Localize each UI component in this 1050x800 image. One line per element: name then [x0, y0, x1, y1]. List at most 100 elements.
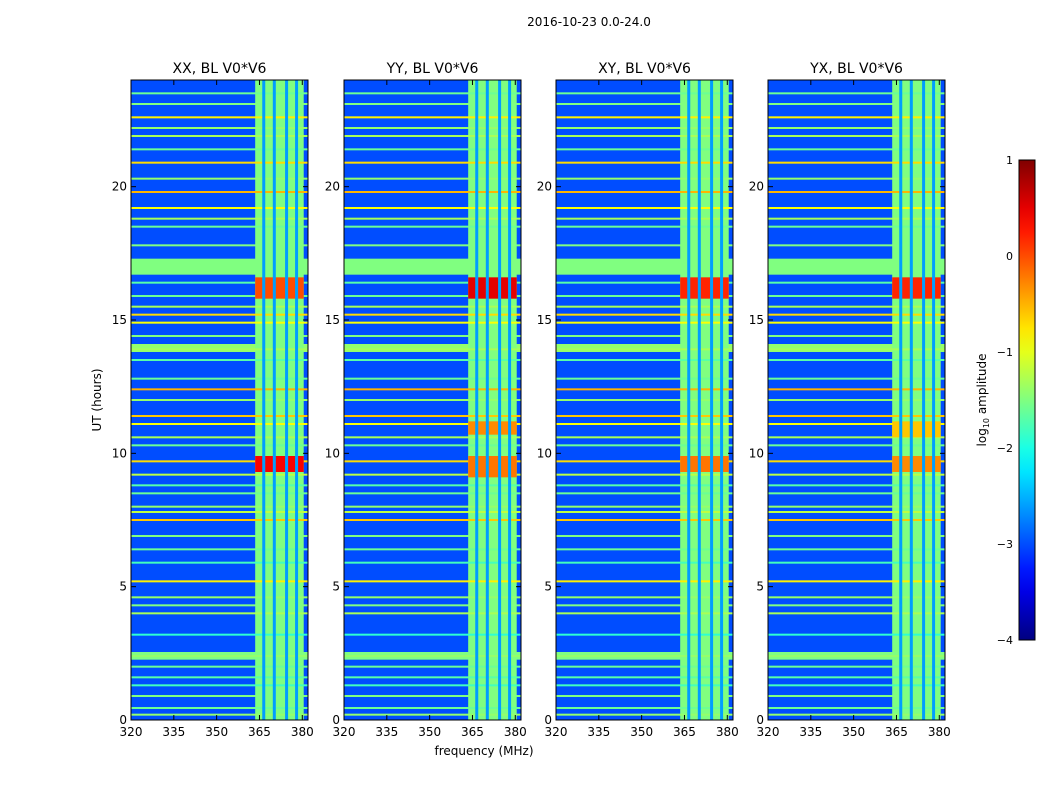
rfi-line: [556, 321, 733, 324]
rfi-wide-band: [131, 344, 308, 352]
x-tick-label: 320: [120, 725, 143, 739]
rfi-line: [768, 217, 945, 220]
rfi-line: [556, 127, 733, 129]
rfi-line: [131, 415, 308, 417]
rfi-line: [556, 535, 733, 537]
y-tick-label: 20: [112, 180, 127, 194]
rfi-line: [556, 695, 733, 697]
rfi-line: [768, 335, 945, 337]
panel: YX, BL V0*V6 320 335 350 365 380 0 5 10 15 20: [749, 61, 951, 739]
rfi-line: [768, 460, 945, 463]
y-tick-label: 20: [325, 180, 340, 194]
panel-title: XX, BL V0*V6: [173, 61, 267, 77]
rfi-line: [768, 148, 945, 151]
rfi-line: [556, 313, 733, 316]
panel-title: XY, BL V0*V6: [598, 61, 691, 77]
rfi-line: [768, 684, 945, 687]
rfi-line: [768, 604, 945, 607]
band-gap: [909, 80, 913, 720]
rfi-line: [344, 116, 521, 119]
x-tick-label: 320: [333, 725, 356, 739]
rfi-line: [556, 116, 733, 119]
rfi-line: [556, 348, 733, 351]
rfi-wide-band: [344, 344, 521, 352]
rfi-line: [768, 713, 945, 716]
y-tick-label: 20: [749, 180, 764, 194]
rfi-line: [768, 244, 945, 247]
band-gap: [720, 80, 724, 720]
band-gap: [262, 80, 266, 720]
rfi-line: [768, 103, 945, 105]
rfi-line: [344, 281, 521, 284]
colorbar-label: log10 amplitude: [975, 354, 991, 447]
rfi-line: [344, 388, 521, 391]
x-tick-label: 380: [504, 725, 527, 739]
rfi-line: [344, 436, 521, 439]
rfi-line: [131, 92, 308, 95]
rfi-line: [768, 127, 945, 129]
rfi-line: [131, 596, 308, 599]
rfi-line: [344, 548, 521, 551]
rfi-line: [344, 652, 521, 655]
rfi-line: [131, 548, 308, 551]
band-gap: [899, 80, 903, 720]
rfi-line: [131, 707, 308, 709]
rfi-line: [344, 612, 521, 615]
rfi-line: [768, 295, 945, 297]
y-tick-label: 10: [325, 446, 340, 460]
rfi-line: [344, 348, 521, 351]
rfi-line: [556, 596, 733, 599]
rfi-line: [344, 444, 521, 447]
rfi-line: [344, 313, 521, 316]
x-tick-label: 350: [205, 725, 228, 739]
rfi-line: [768, 612, 945, 615]
rfi-line: [131, 676, 308, 679]
rfi-line: [344, 492, 521, 495]
colorbar: 1 0 −1 −2 −3 −4 log10 amplitude: [975, 154, 1036, 647]
rfi-line: [768, 652, 945, 655]
rfi-line: [344, 217, 521, 220]
rfi-line: [131, 335, 308, 337]
y-tick-label: 15: [749, 313, 764, 327]
x-tick-label: 365: [461, 725, 484, 739]
rfi-line: [344, 604, 521, 607]
band-gap: [687, 80, 691, 720]
rfi-line: [344, 655, 521, 657]
rfi-line: [556, 335, 733, 337]
rfi-line: [344, 561, 521, 564]
rfi-line: [768, 177, 945, 180]
rfi-line: [768, 415, 945, 417]
rfi-line: [556, 415, 733, 417]
panel-frame: [343, 79, 522, 721]
rfi-line: [344, 511, 521, 513]
rfi-line: [556, 657, 733, 660]
rfi-line: [768, 423, 945, 425]
rfi-line: [768, 580, 945, 583]
panel-title: YX, BL V0*V6: [809, 61, 903, 77]
y-axis-label: UT (hours): [90, 368, 104, 431]
y-tick-label: 0: [756, 713, 764, 727]
rfi-line: [768, 505, 945, 508]
rfi-line: [556, 655, 733, 657]
rfi-line: [768, 388, 945, 391]
x-tick-label: 320: [545, 725, 568, 739]
x-tick-label: 320: [757, 725, 780, 739]
rfi-line: [131, 161, 308, 164]
band-peak: [892, 277, 941, 299]
rfi-line: [344, 484, 521, 487]
band-gap: [922, 80, 926, 720]
band-gap: [295, 80, 299, 720]
rfi-line: [556, 492, 733, 495]
rfi-line: [344, 596, 521, 599]
rfi-line: [344, 127, 521, 129]
x-tick-label: 365: [673, 725, 696, 739]
y-tick-label: 0: [332, 713, 340, 727]
x-tick-label: 380: [716, 725, 739, 739]
rfi-line: [344, 148, 521, 151]
rfi-line: [131, 684, 308, 687]
panel: XY, BL V0*V6 320 335 350 365 380 0 5 10 15 20: [537, 61, 739, 739]
x-tick-label: 335: [587, 725, 610, 739]
rfi-line: [768, 348, 945, 351]
rfi-wide-band: [768, 344, 945, 352]
rfi-line: [131, 652, 308, 655]
